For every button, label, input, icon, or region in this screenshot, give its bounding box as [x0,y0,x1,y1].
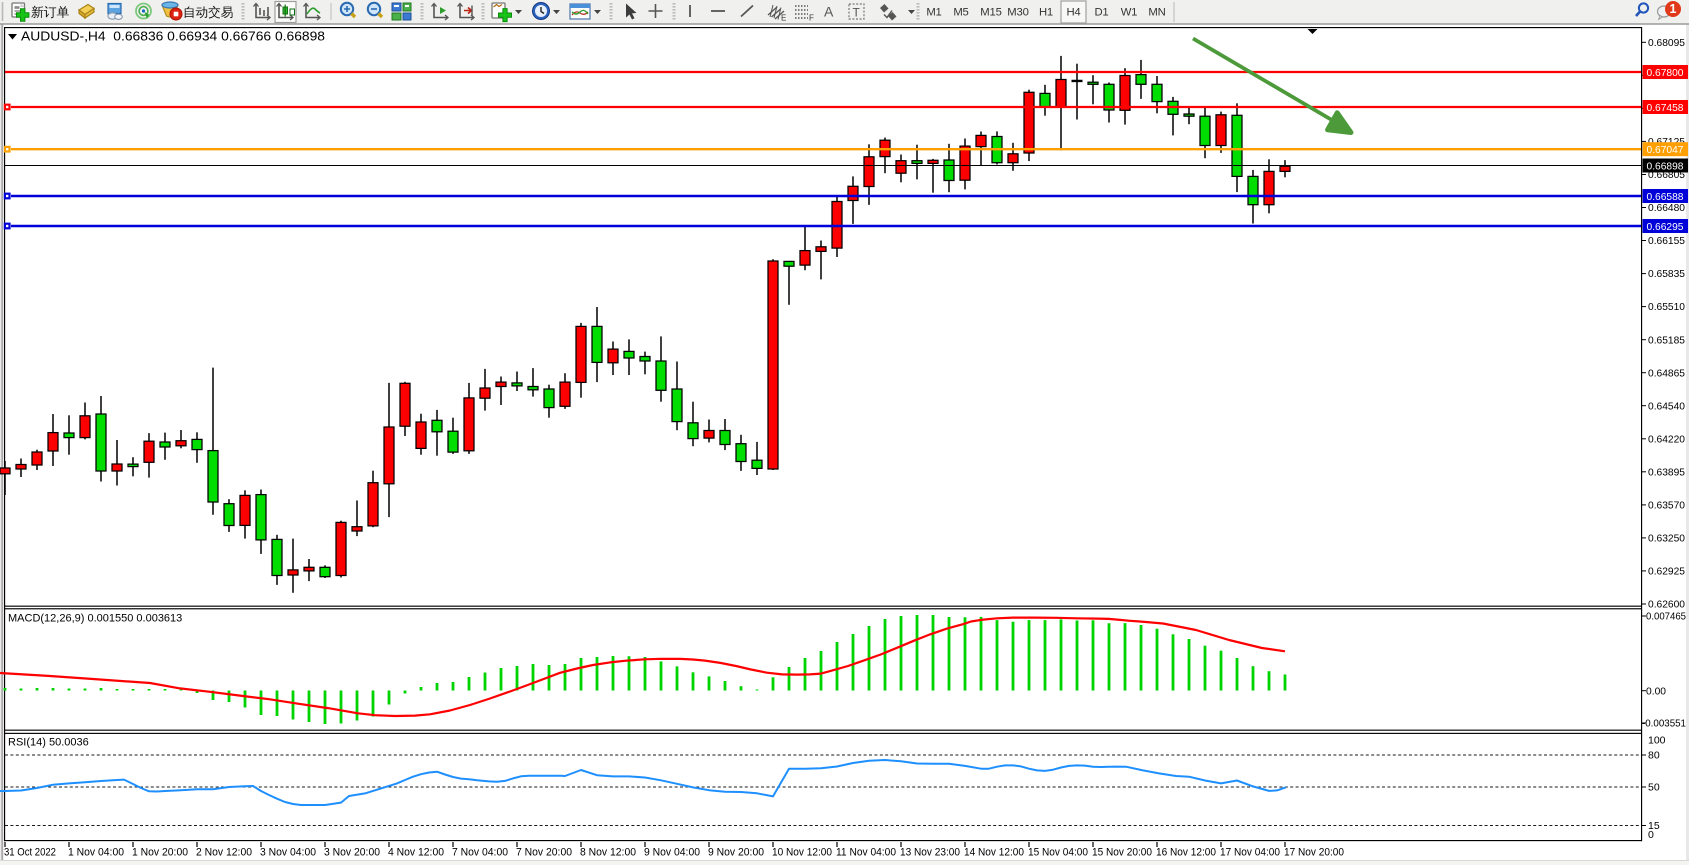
svg-text:T: T [853,6,861,20]
svg-text:0.007465: 0.007465 [1646,611,1686,623]
svg-text:0.66588: 0.66588 [1647,191,1684,203]
svg-text:-0.003551: -0.003551 [1642,718,1686,730]
svg-text:50: 50 [1648,782,1660,794]
svg-text:0.64220: 0.64220 [1648,433,1685,445]
svg-text:0.63570: 0.63570 [1648,500,1685,512]
svg-text:7 Nov 04:00: 7 Nov 04:00 [452,847,508,859]
svg-text:15 Nov 20:00: 15 Nov 20:00 [1092,847,1152,859]
svg-text:RSI(14) 50.0036: RSI(14) 50.0036 [8,736,89,748]
svg-text:0.68095: 0.68095 [1648,37,1685,49]
svg-text:0.63895: 0.63895 [1648,466,1685,478]
svg-text:4 Nov 12:00: 4 Nov 12:00 [388,847,444,859]
svg-text:14 Nov 12:00: 14 Nov 12:00 [964,847,1024,859]
svg-text:17 Nov 20:00: 17 Nov 20:00 [1284,847,1344,859]
svg-text:MN: MN [1148,7,1165,19]
svg-text:0.00: 0.00 [1646,685,1666,697]
svg-text:0.64540: 0.64540 [1648,400,1685,412]
svg-text:17 Nov 04:00: 17 Nov 04:00 [1220,847,1280,859]
svg-text:0.63250: 0.63250 [1648,533,1685,545]
svg-text:0.67047: 0.67047 [1647,144,1684,156]
svg-text:M5: M5 [953,7,968,19]
svg-text:2 Nov 12:00: 2 Nov 12:00 [196,847,252,859]
svg-text:M1: M1 [926,7,941,19]
svg-text:0.66898: 0.66898 [1647,160,1684,172]
svg-text:80: 80 [1648,750,1660,762]
svg-text:0.66295: 0.66295 [1647,221,1684,233]
svg-text:0.67800: 0.67800 [1647,67,1684,79]
svg-text:E: E [781,14,786,23]
svg-text:9 Nov 20:00: 9 Nov 20:00 [708,847,764,859]
svg-text:10 Nov 12:00: 10 Nov 12:00 [772,847,832,859]
svg-text:0.65510: 0.65510 [1648,301,1685,313]
svg-text:15 Nov 04:00: 15 Nov 04:00 [1028,847,1088,859]
svg-text:M15: M15 [980,7,1001,19]
svg-text:1 Nov 20:00: 1 Nov 20:00 [132,847,188,859]
svg-text:0.65185: 0.65185 [1648,334,1685,346]
svg-text:MACD(12,26,9) 0.001550 0.00361: MACD(12,26,9) 0.001550 0.003613 [8,612,182,624]
svg-text:H1: H1 [1039,7,1053,19]
svg-text:0.65835: 0.65835 [1648,268,1685,280]
svg-text:8 Nov 12:00: 8 Nov 12:00 [580,847,636,859]
svg-text:3 Nov 20:00: 3 Nov 20:00 [324,847,380,859]
svg-text:0.66480: 0.66480 [1648,202,1685,214]
svg-text:M30: M30 [1007,7,1028,19]
svg-text:15: 15 [1648,820,1660,832]
svg-text:AUDUSD-,H4 0.66836 0.66934 0.: AUDUSD-,H4 0.66836 0.66934 0.66766 0.668… [21,29,325,44]
svg-text:100: 100 [1648,735,1666,747]
svg-text:D1: D1 [1094,7,1108,19]
svg-text:H4: H4 [1066,7,1080,19]
svg-text:16 Nov 12:00: 16 Nov 12:00 [1156,847,1216,859]
svg-text:W1: W1 [1121,7,1138,19]
svg-text:1: 1 [1670,2,1677,16]
svg-text:13 Nov 23:00: 13 Nov 23:00 [900,847,960,859]
svg-text:7 Nov 20:00: 7 Nov 20:00 [516,847,572,859]
svg-text:1 Nov 04:00: 1 Nov 04:00 [68,847,124,859]
svg-text:0.62600: 0.62600 [1648,599,1685,611]
svg-text:F: F [809,14,814,23]
svg-text:0.62925: 0.62925 [1648,566,1685,578]
svg-text:9 Nov 04:00: 9 Nov 04:00 [644,847,700,859]
svg-text:A: A [824,4,834,20]
svg-text:11 Nov 04:00: 11 Nov 04:00 [836,847,896,859]
svg-text:3 Nov 04:00: 3 Nov 04:00 [260,847,316,859]
svg-text:0.66155: 0.66155 [1648,235,1685,247]
svg-text:0.67458: 0.67458 [1647,102,1684,114]
svg-text:0: 0 [1648,829,1654,841]
svg-text:31 Oct 2022: 31 Oct 2022 [4,847,56,859]
svg-text:0.64865: 0.64865 [1648,367,1685,379]
